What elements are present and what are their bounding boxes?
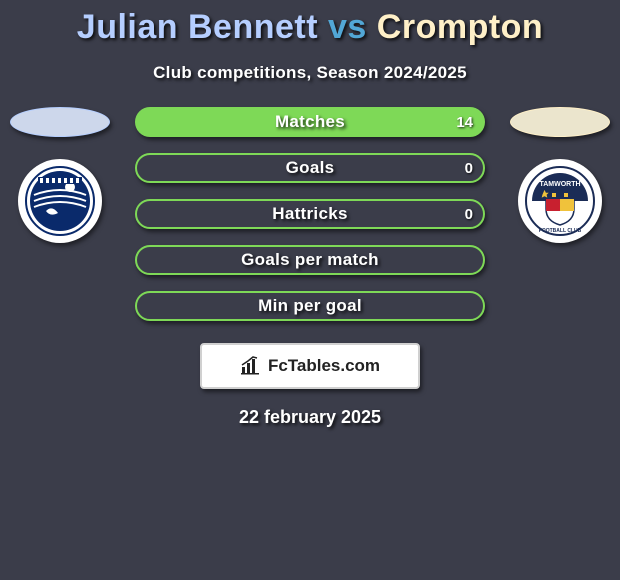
stat-bar: Min per goal: [135, 291, 485, 321]
stat-value-right: 14: [456, 114, 473, 131]
player1-name: Julian Bennett: [77, 8, 318, 46]
stat-bar: Hattricks 0: [135, 199, 485, 229]
tamworth-crest-icon: TAMWORTH FOOTBALL CLUB: [524, 165, 596, 237]
stat-label: Hattricks: [272, 204, 347, 224]
svg-text:TAMWORTH: TAMWORTH: [539, 181, 580, 188]
vs-separator: vs: [328, 8, 367, 46]
subtitle: Club competitions, Season 2024/2025: [0, 63, 620, 83]
fctables-badge[interactable]: FcTables.com: [200, 343, 420, 389]
stat-bar: Goals 0: [135, 153, 485, 183]
page-title: Julian Bennett vs Crompton: [0, 0, 620, 47]
stat-label: Goals per match: [241, 250, 379, 270]
stat-bar: Matches 14: [135, 107, 485, 137]
stat-label: Min per goal: [258, 296, 362, 316]
player2-name: Crompton: [377, 8, 543, 46]
fctables-label: FcTables.com: [268, 356, 380, 376]
stat-label: Goals: [286, 158, 335, 178]
bars-list: Matches 14 Goals 0 Hattricks 0 Goals per match…: [135, 107, 485, 321]
stat-bar: Goals per match: [135, 245, 485, 275]
stat-value-right: 0: [465, 206, 473, 223]
stat-value-right: 0: [465, 160, 473, 177]
date-label: 22 february 2025: [0, 407, 620, 428]
svg-text:FOOTBALL CLUB: FOOTBALL CLUB: [539, 228, 582, 234]
player1-club-crest: [18, 159, 102, 243]
stats-area: TAMWORTH FOOTBALL CLUB Matches14Goals0Ha…: [0, 107, 620, 321]
comparison-card: Julian Bennett vs Crompton Club competit…: [0, 0, 620, 428]
stat-label: Matches: [275, 112, 345, 132]
southend-crest-icon: [24, 165, 96, 237]
bar-chart-icon: [240, 355, 262, 377]
player1-silhouette: [10, 107, 110, 137]
player2-club-crest: TAMWORTH FOOTBALL CLUB: [518, 159, 602, 243]
player2-silhouette: [510, 107, 610, 137]
